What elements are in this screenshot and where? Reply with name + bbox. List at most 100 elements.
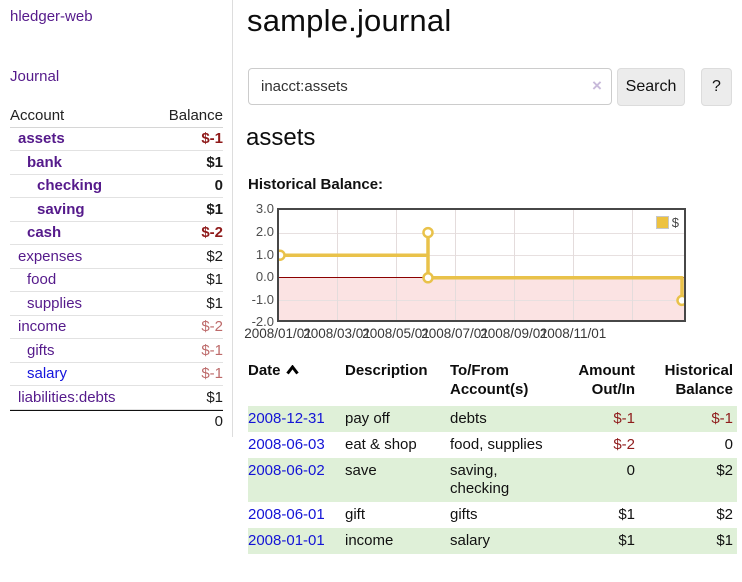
transaction-amount: $-1 [613,410,635,427]
y-tick-label: -2.0 [251,314,274,329]
account-link[interactable]: bank [27,153,63,171]
account-link[interactable]: expenses [18,247,83,265]
x-tick-label: 2008/05/01 [362,326,430,341]
transaction-balance: $2 [716,462,733,479]
account-row-supplies: supplies $1 [10,292,223,316]
transaction-amount: $-2 [613,436,635,453]
account-balance: $2 [206,247,223,265]
account-row-income: income $-2 [10,316,223,339]
account-link[interactable]: assets [18,130,65,148]
clear-search-icon[interactable]: × [592,76,602,95]
account-row-expenses: expenses $2 [10,245,223,269]
account-balance: $1 [206,271,223,289]
transaction-description: income [345,532,394,549]
transaction-description: gift [345,506,366,523]
transaction-balance: $-1 [711,410,733,427]
account-link[interactable]: saving [37,200,85,218]
account-row-liabilities-debts: liabilities:debts $1 [10,386,223,410]
account-row-gifts: gifts $-1 [10,339,223,363]
account-balance: $-2 [201,224,223,242]
column-header-historical-balance: Historical Balance [664,362,733,398]
account-balance: $1 [206,200,223,218]
transaction-accounts: gifts [450,506,478,523]
transaction-description: pay off [345,410,390,427]
historical-balance-chart: 3.0 2.0 1.0 0.0 -1.0 -2.0 $ 2008/01/01 2… [244,200,718,345]
transaction-date-link[interactable]: 2008-06-02 [248,462,325,479]
y-tick-label: -1.0 [251,292,274,307]
account-row-salary: salary $-1 [10,363,223,386]
transaction-balance: $1 [716,532,733,549]
account-table-header: Account Balance [10,104,223,128]
y-tick-label: 0.0 [255,269,274,284]
column-header-date[interactable]: Date [248,361,345,406]
transaction-accounts: saving, checking [450,462,510,497]
account-link[interactable]: income [18,318,67,336]
account-balance: $1 [206,388,223,406]
account-balance: 0 [214,177,223,195]
account-heading: assets [246,124,316,151]
account-link[interactable]: liabilities:debts [18,388,116,406]
help-button[interactable]: ? [701,68,732,106]
total-balance: 0 [214,413,223,431]
register-row: 2008-06-01 gift gifts $1 $2 [248,502,737,528]
account-row-checking: checking 0 [10,175,223,198]
transaction-date-link[interactable]: 2008-12-31 [248,410,325,427]
account-link[interactable]: food [27,271,57,289]
sidebar: hledger-web Journal Account Balance asse… [0,0,233,437]
account-balance: $1 [206,153,223,171]
account-link[interactable]: salary [27,365,68,383]
register-row: 2008-12-31 pay off debts $-1 $-1 [248,406,737,432]
account-row-food: food $1 [10,269,223,292]
register-row: 2008-06-02 save saving, checking 0 $2 [248,458,737,502]
column-header-accounts: To/From Account(s) [450,362,529,398]
account-row-assets: assets $-1 [10,128,223,151]
transaction-date-link[interactable]: 2008-06-03 [248,436,325,453]
account-balance: $-2 [201,318,223,336]
transaction-balance: $2 [716,506,733,523]
x-axis-labels: 2008/01/01 2008/03/01 2008/05/01 2008/07… [244,326,718,342]
y-tick-label: 1.0 [255,247,274,262]
page-title: sample.journal [247,3,452,38]
transaction-accounts: debts [450,410,487,427]
account-balance: $-1 [201,365,223,383]
x-tick-label: 2008/11/01 [539,326,607,341]
transaction-date-link[interactable]: 2008-01-01 [248,532,325,549]
account-balance: $1 [206,294,223,312]
balance-column-header: Balance [168,106,223,124]
transaction-balance: 0 [724,436,733,453]
account-balance: $-1 [201,341,223,359]
x-tick-label: 2008/03/01 [303,326,371,341]
register-table: Date Description To/From Account(s) Amou… [248,361,737,554]
transaction-accounts: food, supplies [450,436,543,453]
search-button[interactable]: Search [617,68,685,106]
register-row: 2008-01-01 income salary $1 $1 [248,528,737,554]
transaction-description: eat & shop [345,436,417,453]
account-link[interactable]: cash [27,224,62,242]
account-link[interactable]: checking [37,177,103,195]
column-header-amount: Amount Out/In [578,362,635,398]
chart-plot-area: $ [277,208,686,322]
account-balance: $-1 [201,130,223,148]
transaction-accounts: salary [450,532,491,549]
legend-swatch-icon [655,216,669,229]
register-row: 2008-06-03 eat & shop food, supplies $-2… [248,432,737,458]
account-link[interactable]: supplies [27,294,83,312]
account-balance-table: Account Balance assets $-1 bank $1 check… [10,104,223,433]
transaction-amount: $1 [618,532,635,549]
account-column-header: Account [10,106,65,124]
x-tick-label: 2008/07/01 [421,326,489,341]
account-row-saving: saving $1 [10,198,223,222]
account-row-bank: bank $1 [10,151,223,175]
transaction-date-link[interactable]: 2008-06-01 [248,506,325,523]
transaction-amount: 0 [626,462,635,479]
app-title-link[interactable]: hledger-web [10,8,93,25]
transaction-amount: $1 [618,506,635,523]
sidebar-item-journal[interactable]: Journal [10,68,60,85]
balance-line-series [279,226,684,307]
account-link[interactable]: gifts [27,341,55,359]
y-tick-label: 3.0 [255,201,274,216]
search-input[interactable] [248,68,612,105]
legend-label: $ [671,215,679,230]
chart-title: Historical Balance: [248,176,384,193]
account-total-row: 0 [10,409,223,434]
